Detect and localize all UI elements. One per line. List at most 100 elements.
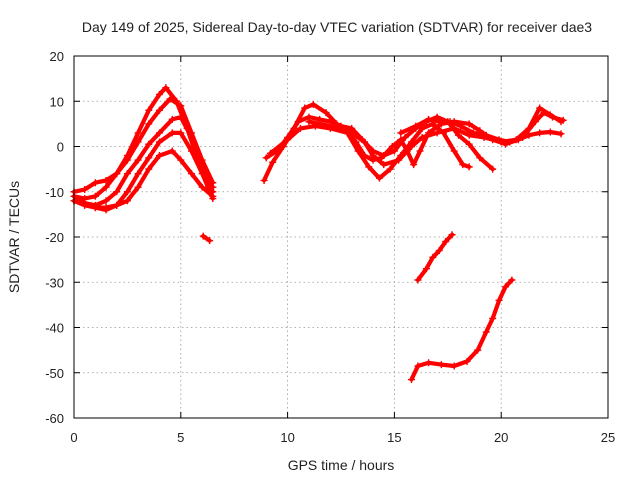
data-point [465, 140, 473, 148]
data-point [403, 147, 411, 155]
data-point [388, 143, 396, 150]
data-point [102, 176, 110, 184]
data-point [123, 170, 131, 178]
data-point [559, 116, 567, 124]
data-point [199, 232, 207, 240]
data-point [482, 328, 490, 336]
data-point [401, 133, 409, 141]
data-point [454, 131, 462, 139]
data-point [465, 120, 473, 128]
data-point [414, 276, 422, 284]
data-point [326, 122, 334, 130]
data-point [177, 156, 185, 164]
data-point [296, 124, 304, 132]
data-point [448, 231, 456, 239]
data-point [375, 174, 383, 182]
data-point [198, 183, 206, 191]
data-point [168, 129, 176, 137]
axis-ticks: -60 -50 -40 -30 -20 -10 0 10 20 0 5 10 15 20 25 [45, 49, 615, 445]
data-point [177, 129, 185, 137]
data-point [123, 197, 131, 205]
data-point [440, 129, 448, 137]
data-point [425, 359, 433, 367]
data-point [546, 128, 554, 136]
data-point [352, 138, 360, 146]
data-point [301, 104, 309, 112]
data-point [450, 147, 458, 155]
data-point [316, 115, 324, 123]
series-track-12 [415, 232, 455, 283]
data-point [155, 138, 163, 146]
data-point [397, 152, 405, 160]
data-point [469, 129, 477, 137]
data-point [284, 136, 292, 144]
data-point [177, 102, 185, 110]
data-point [81, 185, 89, 193]
data-point [536, 129, 544, 137]
x-tick-label: 0 [70, 430, 77, 445]
chart-title: Day 149 of 2025, Sidereal Day-to-day VTE… [82, 19, 592, 35]
data-point [102, 183, 110, 191]
data-point [123, 156, 131, 164]
data-point [495, 136, 503, 144]
data-point [378, 154, 386, 162]
y-tick-label: 0 [57, 140, 64, 155]
data-point [412, 122, 420, 130]
data-point [369, 147, 377, 155]
data-point [446, 118, 454, 126]
data-point [341, 127, 349, 135]
data-point [187, 133, 195, 141]
data-point [91, 179, 99, 187]
data-point [536, 104, 544, 112]
data-point [145, 120, 153, 128]
y-tick-label: -30 [45, 275, 64, 290]
x-tick-label: 15 [387, 430, 401, 445]
data-point [305, 118, 313, 126]
data-point [397, 136, 405, 144]
data-point [187, 170, 195, 178]
data-point [155, 106, 163, 114]
data-point [508, 276, 516, 284]
data-point [429, 253, 437, 261]
y-tick-label: -60 [45, 411, 64, 426]
data-point [476, 154, 484, 162]
x-tick-label: 10 [280, 430, 294, 445]
data-point [309, 100, 317, 108]
data-point [495, 296, 503, 304]
data-point [435, 247, 443, 255]
data-point [177, 113, 185, 121]
data-point [113, 170, 121, 178]
data-point [365, 163, 373, 171]
data-point [531, 118, 539, 126]
y-tick-label: 20 [50, 49, 64, 64]
data-point [91, 204, 99, 212]
data-point [501, 283, 509, 291]
plot-frame [73, 55, 609, 419]
series-track-3 [71, 114, 215, 208]
y-tick-label: -20 [45, 230, 64, 245]
data-point [155, 152, 163, 160]
data-point [519, 133, 527, 141]
series-track-13 [409, 277, 514, 382]
y-axis-label: SDTVAR / TECUs [6, 181, 22, 293]
data-point [540, 109, 548, 117]
y-tick-label: 10 [50, 94, 64, 109]
data-point [416, 147, 424, 155]
data-point [418, 124, 426, 132]
data-point [548, 113, 556, 121]
data-point [134, 138, 142, 146]
data-point [262, 154, 270, 162]
data-point [206, 237, 214, 245]
data-point [459, 161, 467, 169]
data-point [145, 106, 153, 114]
x-tick-label: 25 [601, 430, 615, 445]
data-point [322, 109, 330, 117]
data-point [450, 362, 458, 370]
data-point [198, 170, 206, 178]
data-point [482, 131, 490, 139]
data-point [294, 118, 302, 126]
data-point [422, 265, 430, 273]
data-point [134, 156, 142, 164]
data-point [433, 129, 441, 137]
data-point [348, 124, 356, 132]
